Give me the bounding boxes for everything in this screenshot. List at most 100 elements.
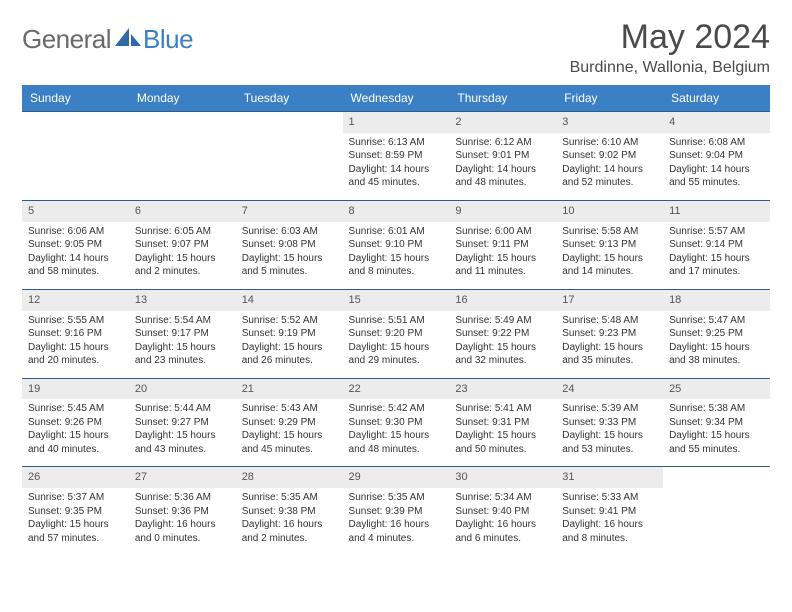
sunset-text: Sunset: 9:20 PM (349, 327, 444, 341)
daylight-text: Daylight: 15 hours and 57 minutes. (28, 518, 123, 545)
calendar-day-cell (663, 467, 770, 555)
brand-logo: General Blue (22, 24, 193, 55)
calendar-week-row: 26Sunrise: 5:37 AMSunset: 9:35 PMDayligh… (22, 467, 770, 555)
daylight-text: Daylight: 14 hours and 55 minutes. (669, 163, 764, 190)
sunset-text: Sunset: 9:34 PM (669, 416, 764, 430)
sunset-text: Sunset: 9:30 PM (349, 416, 444, 430)
sunrise-text: Sunrise: 5:48 AM (562, 314, 657, 328)
calendar-day-cell: 31Sunrise: 5:33 AMSunset: 9:41 PMDayligh… (556, 467, 663, 555)
calendar-day-cell: 29Sunrise: 5:35 AMSunset: 9:39 PMDayligh… (343, 467, 450, 555)
sunrise-text: Sunrise: 5:39 AM (562, 402, 657, 416)
day-number: 29 (343, 467, 450, 488)
daylight-text: Daylight: 14 hours and 52 minutes. (562, 163, 657, 190)
day-body: Sunrise: 6:06 AMSunset: 9:05 PMDaylight:… (22, 222, 129, 289)
sunset-text: Sunset: 9:25 PM (669, 327, 764, 341)
day-number: 5 (22, 201, 129, 222)
day-number: 9 (449, 201, 556, 222)
day-body: Sunrise: 6:01 AMSunset: 9:10 PMDaylight:… (343, 222, 450, 289)
sunset-text: Sunset: 9:13 PM (562, 238, 657, 252)
day-body: Sunrise: 5:42 AMSunset: 9:30 PMDaylight:… (343, 399, 450, 466)
page-header: General Blue May 2024 Burdinne, Wallonia… (22, 18, 770, 77)
calendar-table: SundayMondayTuesdayWednesdayThursdayFrid… (22, 85, 770, 555)
day-body: Sunrise: 6:08 AMSunset: 9:04 PMDaylight:… (663, 133, 770, 200)
calendar-day-cell: 18Sunrise: 5:47 AMSunset: 9:25 PMDayligh… (663, 289, 770, 378)
sunrise-text: Sunrise: 5:49 AM (455, 314, 550, 328)
calendar-day-cell: 4Sunrise: 6:08 AMSunset: 9:04 PMDaylight… (663, 112, 770, 201)
sunrise-text: Sunrise: 6:05 AM (135, 225, 230, 239)
sunrise-text: Sunrise: 5:41 AM (455, 402, 550, 416)
daylight-text: Daylight: 16 hours and 6 minutes. (455, 518, 550, 545)
sunrise-text: Sunrise: 5:35 AM (349, 491, 444, 505)
sunset-text: Sunset: 9:40 PM (455, 505, 550, 519)
weekday-header: Friday (556, 85, 663, 112)
day-body: Sunrise: 6:13 AMSunset: 8:59 PMDaylight:… (343, 133, 450, 200)
sunrise-text: Sunrise: 5:42 AM (349, 402, 444, 416)
day-number: 12 (22, 290, 129, 311)
daylight-text: Daylight: 15 hours and 43 minutes. (135, 429, 230, 456)
sunset-text: Sunset: 9:35 PM (28, 505, 123, 519)
brand-part1: General (22, 24, 111, 55)
sunrise-text: Sunrise: 5:37 AM (28, 491, 123, 505)
calendar-day-cell: 23Sunrise: 5:41 AMSunset: 9:31 PMDayligh… (449, 378, 556, 467)
calendar-day-cell: 12Sunrise: 5:55 AMSunset: 9:16 PMDayligh… (22, 289, 129, 378)
weekday-header: Thursday (449, 85, 556, 112)
daylight-text: Daylight: 15 hours and 20 minutes. (28, 341, 123, 368)
day-body: Sunrise: 5:48 AMSunset: 9:23 PMDaylight:… (556, 311, 663, 378)
day-number: 17 (556, 290, 663, 311)
day-body: Sunrise: 5:49 AMSunset: 9:22 PMDaylight:… (449, 311, 556, 378)
sunset-text: Sunset: 9:11 PM (455, 238, 550, 252)
day-body: Sunrise: 5:36 AMSunset: 9:36 PMDaylight:… (129, 488, 236, 555)
day-number: 28 (236, 467, 343, 488)
day-body: Sunrise: 5:45 AMSunset: 9:26 PMDaylight:… (22, 399, 129, 466)
daylight-text: Daylight: 14 hours and 58 minutes. (28, 252, 123, 279)
sunset-text: Sunset: 9:39 PM (349, 505, 444, 519)
calendar-day-cell: 2Sunrise: 6:12 AMSunset: 9:01 PMDaylight… (449, 112, 556, 201)
sunrise-text: Sunrise: 6:00 AM (455, 225, 550, 239)
daylight-text: Daylight: 14 hours and 45 minutes. (349, 163, 444, 190)
sunrise-text: Sunrise: 5:35 AM (242, 491, 337, 505)
day-number: 13 (129, 290, 236, 311)
day-number: 21 (236, 379, 343, 400)
day-number: 25 (663, 379, 770, 400)
calendar-day-cell: 20Sunrise: 5:44 AMSunset: 9:27 PMDayligh… (129, 378, 236, 467)
calendar-day-cell: 14Sunrise: 5:52 AMSunset: 9:19 PMDayligh… (236, 289, 343, 378)
sunset-text: Sunset: 9:41 PM (562, 505, 657, 519)
sunrise-text: Sunrise: 6:06 AM (28, 225, 123, 239)
weekday-header: Tuesday (236, 85, 343, 112)
day-body: Sunrise: 5:34 AMSunset: 9:40 PMDaylight:… (449, 488, 556, 555)
calendar-day-cell: 5Sunrise: 6:06 AMSunset: 9:05 PMDaylight… (22, 200, 129, 289)
calendar-day-cell (236, 112, 343, 201)
sunrise-text: Sunrise: 5:47 AM (669, 314, 764, 328)
sunset-text: Sunset: 9:33 PM (562, 416, 657, 430)
calendar-week-row: 5Sunrise: 6:06 AMSunset: 9:05 PMDaylight… (22, 200, 770, 289)
day-body: Sunrise: 6:00 AMSunset: 9:11 PMDaylight:… (449, 222, 556, 289)
day-body (663, 473, 770, 537)
calendar-header-row: SundayMondayTuesdayWednesdayThursdayFrid… (22, 85, 770, 112)
calendar-day-cell: 8Sunrise: 6:01 AMSunset: 9:10 PMDaylight… (343, 200, 450, 289)
calendar-day-cell: 9Sunrise: 6:00 AMSunset: 9:11 PMDaylight… (449, 200, 556, 289)
day-body: Sunrise: 5:51 AMSunset: 9:20 PMDaylight:… (343, 311, 450, 378)
day-body: Sunrise: 5:33 AMSunset: 9:41 PMDaylight:… (556, 488, 663, 555)
day-body: Sunrise: 6:03 AMSunset: 9:08 PMDaylight:… (236, 222, 343, 289)
sunrise-text: Sunrise: 5:55 AM (28, 314, 123, 328)
sunrise-text: Sunrise: 6:01 AM (349, 225, 444, 239)
day-body: Sunrise: 5:43 AMSunset: 9:29 PMDaylight:… (236, 399, 343, 466)
day-body: Sunrise: 5:41 AMSunset: 9:31 PMDaylight:… (449, 399, 556, 466)
sunrise-text: Sunrise: 5:45 AM (28, 402, 123, 416)
sunset-text: Sunset: 9:14 PM (669, 238, 764, 252)
day-body: Sunrise: 5:38 AMSunset: 9:34 PMDaylight:… (663, 399, 770, 466)
day-body: Sunrise: 6:10 AMSunset: 9:02 PMDaylight:… (556, 133, 663, 200)
day-number: 8 (343, 201, 450, 222)
calendar-day-cell: 24Sunrise: 5:39 AMSunset: 9:33 PMDayligh… (556, 378, 663, 467)
sunset-text: Sunset: 9:04 PM (669, 149, 764, 163)
sunset-text: Sunset: 9:08 PM (242, 238, 337, 252)
calendar-day-cell: 28Sunrise: 5:35 AMSunset: 9:38 PMDayligh… (236, 467, 343, 555)
day-number: 1 (343, 112, 450, 133)
day-body: Sunrise: 5:47 AMSunset: 9:25 PMDaylight:… (663, 311, 770, 378)
calendar-day-cell: 17Sunrise: 5:48 AMSunset: 9:23 PMDayligh… (556, 289, 663, 378)
sunset-text: Sunset: 9:31 PM (455, 416, 550, 430)
day-body: Sunrise: 5:35 AMSunset: 9:38 PMDaylight:… (236, 488, 343, 555)
sunrise-text: Sunrise: 5:58 AM (562, 225, 657, 239)
day-number: 22 (343, 379, 450, 400)
day-body: Sunrise: 5:35 AMSunset: 9:39 PMDaylight:… (343, 488, 450, 555)
